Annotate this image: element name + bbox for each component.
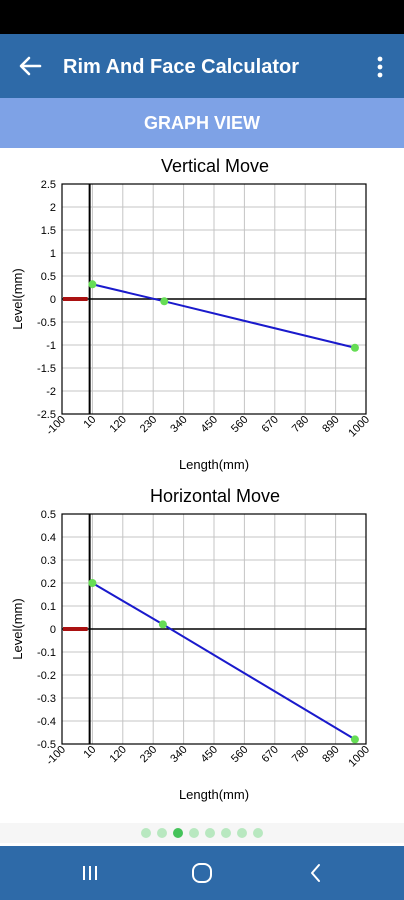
data-point xyxy=(88,280,97,289)
x-tick-label: 450 xyxy=(199,744,220,765)
app-bar: Rim And Face Calculator xyxy=(0,34,404,98)
x-tick-label: 10 xyxy=(81,744,98,761)
page-dot[interactable] xyxy=(173,828,183,838)
data-point xyxy=(160,297,169,306)
x-tick-label: 780 xyxy=(290,744,311,765)
y-tick-label: -0.4 xyxy=(37,716,56,728)
x-tick-label: 230 xyxy=(138,744,159,765)
y-tick-label: -0.3 xyxy=(37,693,56,705)
y-tick-label: 0.5 xyxy=(41,509,56,521)
y-axis-label: Level(mm) xyxy=(10,598,25,659)
x-tick-label: 670 xyxy=(259,744,280,765)
x-tick-label: 450 xyxy=(199,414,220,435)
x-tick-label: 560 xyxy=(229,414,250,435)
y-tick-label: 0.1 xyxy=(41,601,56,613)
data-point xyxy=(88,579,97,587)
data-point xyxy=(158,620,167,629)
y-tick-label: 2.5 xyxy=(41,179,56,191)
y-axis-label: Level(mm) xyxy=(10,268,25,329)
data-point xyxy=(350,343,359,352)
page-dot[interactable] xyxy=(141,828,151,838)
y-tick-label: -2 xyxy=(46,386,56,398)
y-tick-label: 0.5 xyxy=(41,271,56,283)
page-dot[interactable] xyxy=(205,828,215,838)
y-tick-label: 0 xyxy=(50,624,56,636)
graph-view-banner: GRAPH VIEW xyxy=(0,98,404,148)
y-tick-label: 1.5 xyxy=(41,225,56,237)
data-point xyxy=(350,735,359,744)
y-tick-label: 2 xyxy=(50,202,56,214)
recent-apps-icon[interactable] xyxy=(76,860,104,886)
x-tick-label: 780 xyxy=(290,414,311,435)
y-tick-label: -0.2 xyxy=(37,670,56,682)
y-tick-label: -2.5 xyxy=(37,409,56,421)
y-tick-label: 0.3 xyxy=(41,555,56,567)
app-title: Rim And Face Calculator xyxy=(63,56,299,78)
x-axis-label: Length(mm) xyxy=(179,787,249,802)
series-line xyxy=(92,283,356,349)
page-indicator xyxy=(0,823,404,843)
chart-title: Horizontal Move xyxy=(150,486,280,506)
page-dot[interactable] xyxy=(189,828,199,838)
x-tick-label: 340 xyxy=(168,744,189,765)
section-title: GRAPH VIEW xyxy=(143,113,260,133)
y-tick-label: -1 xyxy=(46,340,56,352)
x-tick-label: 120 xyxy=(107,414,128,435)
y-tick-label: 0.4 xyxy=(41,532,56,544)
x-tick-label: 230 xyxy=(138,414,159,435)
chart-title: Vertical Move xyxy=(161,156,269,176)
navigation-bar xyxy=(0,846,404,900)
page-dot[interactable] xyxy=(253,828,263,838)
x-tick-label: 560 xyxy=(229,744,250,765)
vertical-move-chart: Vertical Move 2.5 2 1.5 1 0.5 0 -0.5 -1 -1.5 -2 -2.… xyxy=(10,156,372,472)
x-tick-label: 890 xyxy=(320,414,341,435)
y-tick-label: 1 xyxy=(50,248,56,260)
y-tick-label: -0.1 xyxy=(37,647,56,659)
page-dot[interactable] xyxy=(237,828,247,838)
x-tick-label: 1000 xyxy=(346,744,372,770)
arrow-left-icon[interactable] xyxy=(14,50,46,82)
status-bar xyxy=(0,0,404,34)
y-tick-label: 0 xyxy=(50,294,56,306)
x-tick-label: 670 xyxy=(259,414,280,435)
x-tick-label: 1000 xyxy=(346,414,372,440)
y-tick-label: -0.5 xyxy=(37,739,56,751)
home-circle-icon[interactable] xyxy=(188,860,216,886)
x-tick-label: 890 xyxy=(320,744,341,765)
page-dot[interactable] xyxy=(157,828,167,838)
x-tick-label: 340 xyxy=(168,414,189,435)
horizontal-move-chart: Horizontal Move 0.5 0.4 0.3 0.2 0.1 0 -0.1 -0.2 -… xyxy=(10,486,372,802)
y-tick-label: -1.5 xyxy=(37,363,56,375)
page-dot[interactable] xyxy=(221,828,231,838)
y-tick-label: -0.5 xyxy=(37,317,56,329)
x-tick-label: 120 xyxy=(107,744,128,765)
x-axis-label: Length(mm) xyxy=(179,457,249,472)
x-tick-label: 10 xyxy=(81,414,98,431)
more-vert-icon[interactable] xyxy=(368,52,392,82)
y-tick-label: 0.2 xyxy=(41,578,56,590)
nav-back-icon[interactable] xyxy=(302,860,330,886)
